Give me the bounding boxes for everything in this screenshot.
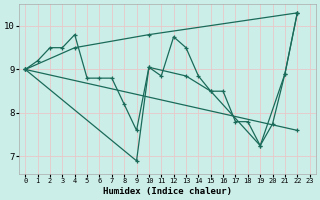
X-axis label: Humidex (Indice chaleur): Humidex (Indice chaleur) <box>103 187 232 196</box>
